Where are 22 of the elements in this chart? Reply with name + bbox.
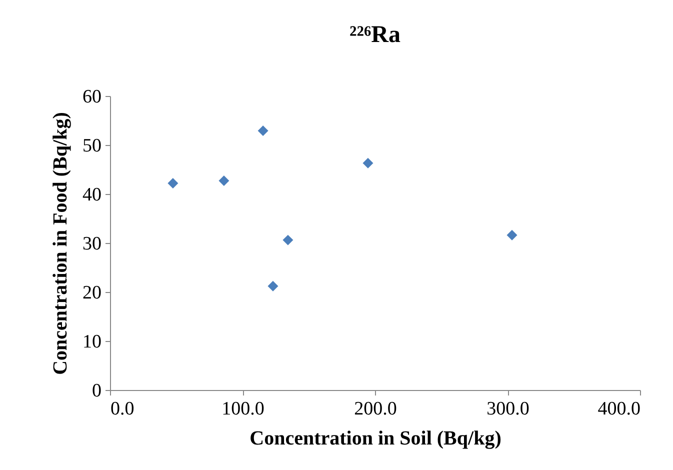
y-axis-title: Concentration in Food (Bq/kg) xyxy=(50,112,72,375)
point xyxy=(506,230,518,240)
x-axis-title: Concentration in Soil (Bq/kg) xyxy=(250,428,502,450)
point xyxy=(218,176,230,186)
x-tick-label: 0.0 xyxy=(110,398,134,420)
point xyxy=(168,178,178,188)
y-tick-label: 0 xyxy=(92,380,102,402)
point xyxy=(282,234,294,246)
point xyxy=(258,126,268,136)
point xyxy=(268,280,278,292)
chart-title: ²²⁶Ra xyxy=(350,22,400,48)
x-tick-label: 200.0 xyxy=(354,398,397,420)
y-tick-label: 20 xyxy=(82,282,102,304)
y-tick-label: 30 xyxy=(82,234,102,254)
x-tick-label: 300.0 xyxy=(486,398,530,420)
y-tick-label: 40 xyxy=(82,184,102,206)
point xyxy=(362,158,374,168)
y-tick-label: 60 xyxy=(82,86,102,108)
x-tick-label: 100.0 xyxy=(222,398,264,420)
x-tick-label: 400.0 xyxy=(598,398,640,420)
y-tick-label: 10 xyxy=(82,332,102,352)
y-tick-label: 50 xyxy=(82,136,102,156)
